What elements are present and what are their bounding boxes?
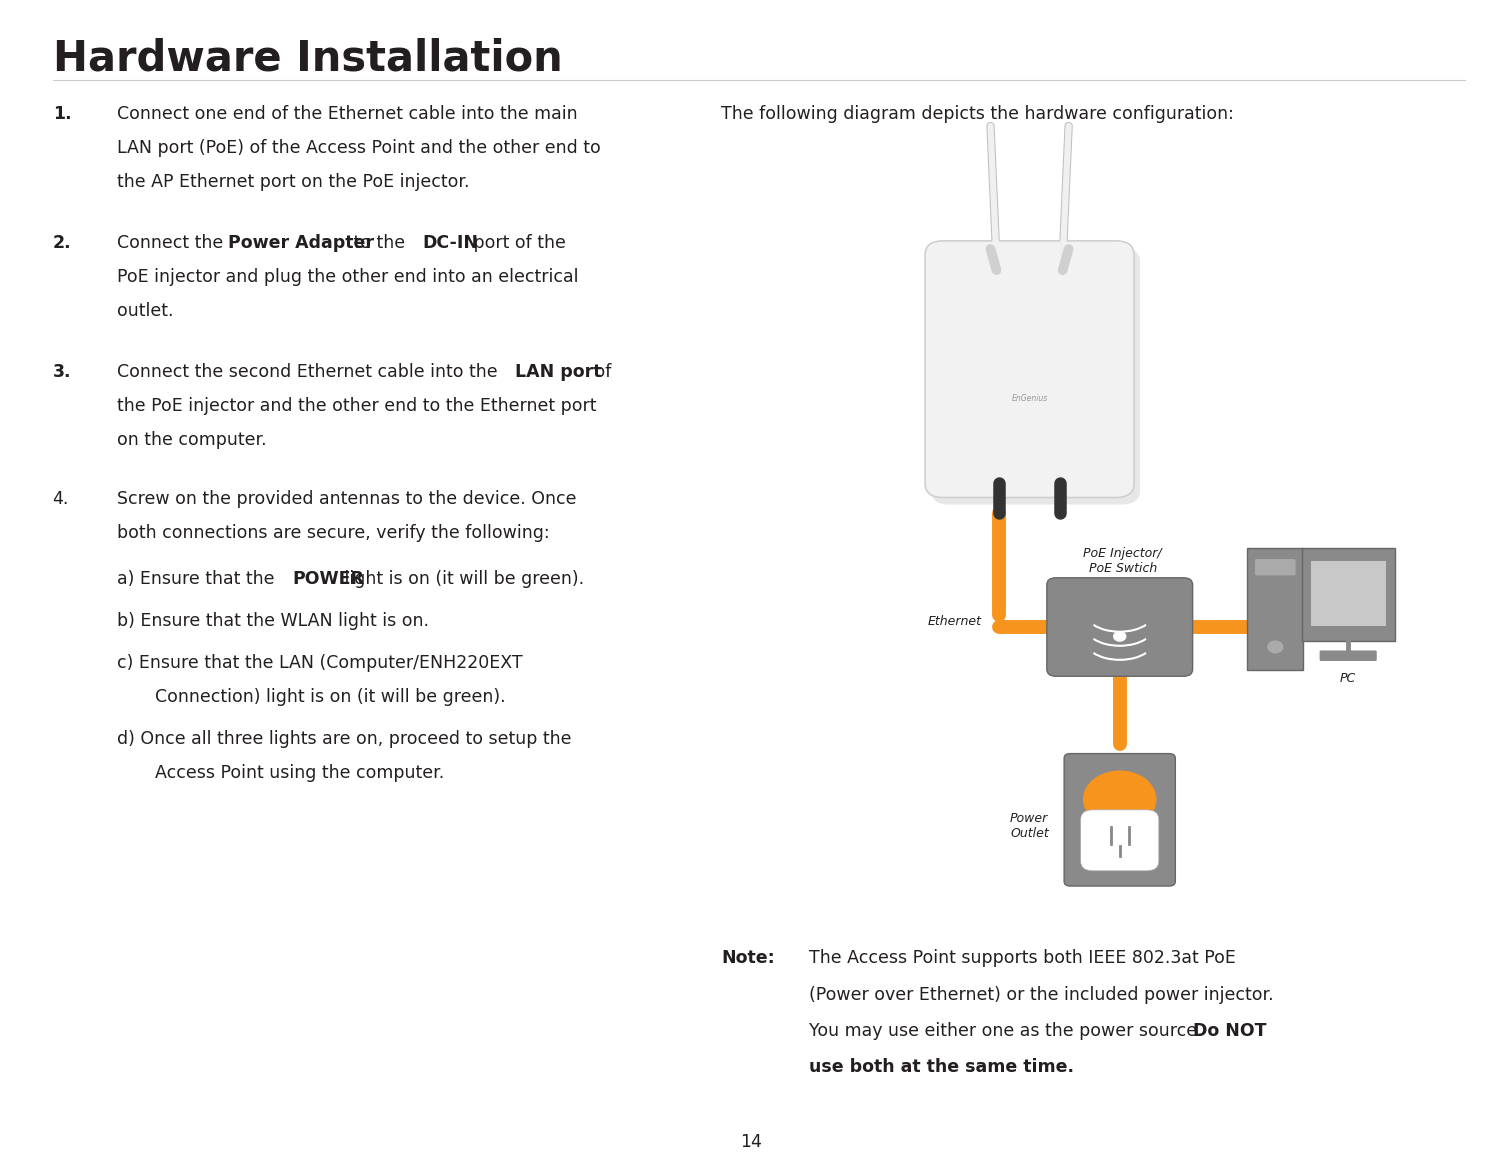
FancyBboxPatch shape: [1081, 810, 1159, 871]
FancyBboxPatch shape: [932, 248, 1141, 504]
Text: LAN port (PoE) of the Access Point and the other end to: LAN port (PoE) of the Access Point and t…: [117, 139, 601, 157]
FancyBboxPatch shape: [1320, 650, 1377, 661]
Text: Note:: Note:: [721, 949, 776, 967]
Text: the AP Ethernet port on the PoE injector.: the AP Ethernet port on the PoE injector…: [117, 173, 470, 191]
Text: 1.: 1.: [53, 105, 71, 123]
Circle shape: [1114, 632, 1126, 641]
Text: PoE Injector/
PoE Swtich: PoE Injector/ PoE Swtich: [1084, 547, 1162, 575]
Text: Connect the: Connect the: [117, 234, 228, 252]
Text: both connections are secure, verify the following:: both connections are secure, verify the …: [117, 524, 550, 541]
Text: light is on (it will be green).: light is on (it will be green).: [340, 570, 585, 587]
Text: DC-IN: DC-IN: [422, 234, 478, 252]
Text: port of the: port of the: [469, 234, 567, 252]
Text: Do NOT: Do NOT: [1193, 1022, 1267, 1040]
Text: the PoE injector and the other end to the Ethernet port: the PoE injector and the other end to th…: [117, 397, 597, 415]
FancyBboxPatch shape: [1064, 754, 1175, 886]
FancyBboxPatch shape: [1255, 559, 1296, 575]
Text: Power Adapter: Power Adapter: [228, 234, 374, 252]
Text: 14: 14: [741, 1133, 762, 1151]
Text: d) Once all three lights are on, proceed to setup the: d) Once all three lights are on, proceed…: [117, 730, 571, 748]
Text: EnGenius: EnGenius: [1012, 394, 1048, 403]
Text: The Access Point supports both IEEE 802.3at PoE: The Access Point supports both IEEE 802.…: [809, 949, 1235, 967]
Text: Power
Outlet: Power Outlet: [1010, 812, 1049, 840]
Text: Ethernet: Ethernet: [929, 614, 981, 628]
Text: c) Ensure that the LAN (Computer/ENH220EXT: c) Ensure that the LAN (Computer/ENH220E…: [117, 654, 523, 672]
Text: POWER: POWER: [293, 570, 365, 587]
Text: LAN port: LAN port: [514, 363, 601, 381]
FancyBboxPatch shape: [1046, 578, 1193, 676]
Text: The following diagram depicts the hardware configuration:: The following diagram depicts the hardwa…: [721, 105, 1234, 123]
Text: Hardware Installation: Hardware Installation: [53, 38, 562, 80]
Text: b) Ensure that the WLAN light is on.: b) Ensure that the WLAN light is on.: [117, 612, 430, 629]
FancyBboxPatch shape: [1311, 561, 1386, 626]
FancyBboxPatch shape: [1247, 548, 1303, 670]
Text: Connect one end of the Ethernet cable into the main: Connect one end of the Ethernet cable in…: [117, 105, 577, 123]
Text: PC: PC: [1341, 672, 1356, 684]
Circle shape: [1267, 641, 1284, 653]
FancyBboxPatch shape: [926, 241, 1135, 497]
Text: You may use either one as the power source.: You may use either one as the power sour…: [809, 1022, 1208, 1040]
Text: Access Point using the computer.: Access Point using the computer.: [155, 764, 443, 782]
Text: Connect the second Ethernet cable into the: Connect the second Ethernet cable into t…: [117, 363, 504, 381]
Circle shape: [1084, 771, 1156, 827]
Text: Connection) light is on (it will be green).: Connection) light is on (it will be gree…: [155, 688, 505, 706]
Text: outlet.: outlet.: [117, 302, 174, 320]
Text: PoE injector and plug the other end into an electrical: PoE injector and plug the other end into…: [117, 268, 579, 286]
FancyBboxPatch shape: [1302, 548, 1395, 641]
Text: of: of: [589, 363, 612, 381]
Text: on the computer.: on the computer.: [117, 431, 268, 449]
Text: (Power over Ethernet) or the included power injector.: (Power over Ethernet) or the included po…: [809, 986, 1273, 1003]
Text: a) Ensure that the: a) Ensure that the: [117, 570, 280, 587]
Text: use both at the same time.: use both at the same time.: [809, 1058, 1073, 1076]
Text: 4.: 4.: [53, 490, 69, 507]
Text: 2.: 2.: [53, 234, 71, 252]
Text: 3.: 3.: [53, 363, 71, 381]
Text: Screw on the provided antennas to the device. Once: Screw on the provided antennas to the de…: [117, 490, 577, 507]
Text: to the: to the: [349, 234, 410, 252]
